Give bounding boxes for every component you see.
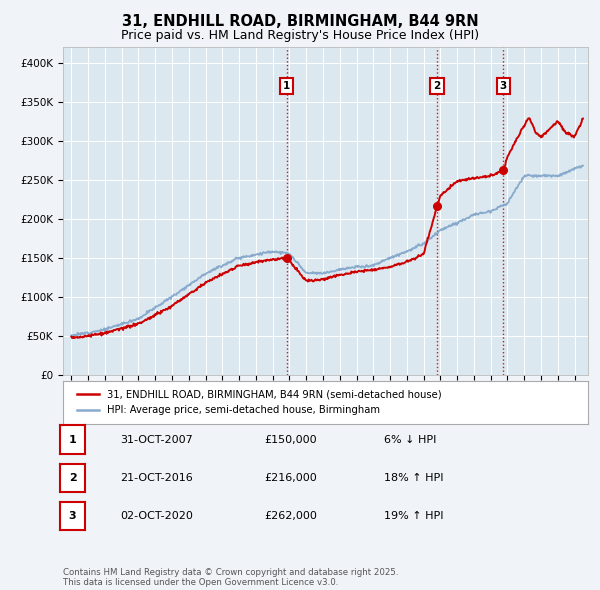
Text: £262,000: £262,000 <box>264 512 317 521</box>
Text: 2: 2 <box>433 81 440 91</box>
Text: 19% ↑ HPI: 19% ↑ HPI <box>384 512 443 521</box>
Text: 18% ↑ HPI: 18% ↑ HPI <box>384 473 443 483</box>
Text: 21-OCT-2016: 21-OCT-2016 <box>120 473 193 483</box>
Text: £216,000: £216,000 <box>264 473 317 483</box>
Text: 1: 1 <box>283 81 290 91</box>
Text: 6% ↓ HPI: 6% ↓ HPI <box>384 435 436 444</box>
Text: 3: 3 <box>69 512 76 521</box>
Text: 31, ENDHILL ROAD, BIRMINGHAM, B44 9RN: 31, ENDHILL ROAD, BIRMINGHAM, B44 9RN <box>122 14 478 30</box>
Text: Contains HM Land Registry data © Crown copyright and database right 2025.
This d: Contains HM Land Registry data © Crown c… <box>63 568 398 587</box>
Text: 02-OCT-2020: 02-OCT-2020 <box>120 512 193 521</box>
Text: 3: 3 <box>500 81 507 91</box>
Legend: 31, ENDHILL ROAD, BIRMINGHAM, B44 9RN (semi-detached house), HPI: Average price,: 31, ENDHILL ROAD, BIRMINGHAM, B44 9RN (s… <box>73 386 446 419</box>
Text: 31-OCT-2007: 31-OCT-2007 <box>120 435 193 444</box>
Text: Price paid vs. HM Land Registry's House Price Index (HPI): Price paid vs. HM Land Registry's House … <box>121 29 479 42</box>
Text: 2: 2 <box>69 473 76 483</box>
Text: 1: 1 <box>69 435 76 444</box>
Text: £150,000: £150,000 <box>264 435 317 444</box>
